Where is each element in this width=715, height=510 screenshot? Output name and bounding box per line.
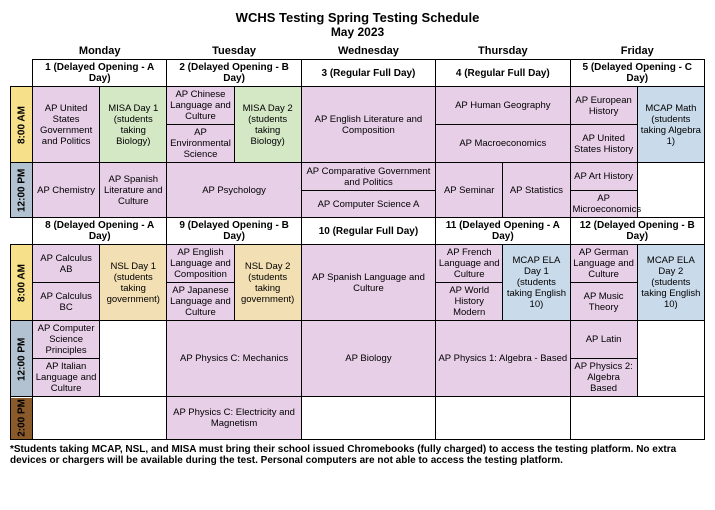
cell: AP World History Modern [436,283,503,321]
time-8am-w2: 8:00 AM [11,245,33,321]
w1-tue: 2 (Delayed Opening - B Day) [167,60,301,87]
cell: AP Physics 2: Algebra Based [570,359,637,397]
w1-thu: 4 (Regular Full Day) [436,60,570,87]
cell: AP Environmental Science [167,125,234,163]
cell: MCAP Math (students taking Algebra 1) [637,87,704,163]
day-mon: Monday [33,43,167,60]
cell: AP English Language and Composition [167,245,234,283]
cell: AP Physics C: Electricity and Magnetism [167,397,301,440]
cell: MCAP ELA Day 1 (students taking English … [503,245,570,321]
cell: MISA Day 1 (students taking Biology) [100,87,167,163]
cell: AP Human Geography [436,87,570,125]
cell: AP Calculus BC [33,283,100,321]
cell: MCAP ELA Day 2 (students taking English … [637,245,704,321]
time-8am-w1: 8:00 AM [11,87,33,163]
cell: AP Japanese Language and Culture [167,283,234,321]
cell: AP United States Government and Politics [33,87,100,163]
time-12pm-w2: 12:00 PM [11,321,33,397]
w2-wed: 10 (Regular Full Day) [301,218,435,245]
w2-thu: 11 (Delayed Opening - A Day) [436,218,570,245]
cell: AP Latin [570,321,637,359]
day-thu: Thursday [436,43,570,60]
w2-fri: 12 (Delayed Opening - B Day) [570,218,705,245]
page-title: WCHS Testing Spring Testing Schedule [10,10,705,25]
cell: NSL Day 2 (students taking government) [234,245,301,321]
time-12pm-w1: 12:00 PM [11,163,33,218]
cell: AP Spanish Language and Culture [301,245,435,321]
cell: AP Art History [570,163,637,191]
cell: AP English Literature and Composition [301,87,435,163]
cell: AP Psychology [167,163,301,218]
day-tue: Tuesday [167,43,301,60]
schedule-table: Monday Tuesday Wednesday Thursday Friday… [10,43,705,440]
cell: AP Physics C: Mechanics [167,321,301,397]
cell: AP Italian Language and Culture [33,359,100,397]
cell: AP Chemistry [33,163,100,218]
cell: AP Comparative Government and Politics [301,163,435,191]
w2-tue: 9 (Delayed Opening - B Day) [167,218,301,245]
cell: AP Spanish Literature and Culture [100,163,167,218]
cell: AP Seminar [436,163,503,218]
footnote: *Students taking MCAP, NSL, and MISA mus… [10,444,705,466]
cell: AP Calculus AB [33,245,100,283]
cell: AP Chinese Language and Culture [167,87,234,125]
cell: NSL Day 1 (students taking government) [100,245,167,321]
cell: AP Physics 1: Algebra - Based [436,321,570,397]
day-wed: Wednesday [301,43,435,60]
cell: MISA Day 2 (students taking Biology) [234,87,301,163]
w1-fri: 5 (Delayed Opening - C Day) [570,60,705,87]
time-2pm-w2: 2:00 PM [11,397,33,440]
cell: AP Macroeconomics [436,125,570,163]
cell: AP Statistics [503,163,570,218]
cell: AP Computer Science Principles [33,321,100,359]
day-fri: Friday [570,43,705,60]
cell: AP French Language and Culture [436,245,503,283]
w1-wed: 3 (Regular Full Day) [301,60,435,87]
page-subtitle: May 2023 [10,25,705,39]
cell: AP European History [570,87,637,125]
cell: AP Microeconomics [570,191,637,218]
cell: AP United States History [570,125,637,163]
cell: AP Biology [301,321,435,397]
w2-mon: 8 (Delayed Opening - A Day) [33,218,167,245]
cell: AP Music Theory [570,283,637,321]
cell: AP German Language and Culture [570,245,637,283]
cell: AP Computer Science A [301,191,435,218]
w1-mon: 1 (Delayed Opening - A Day) [33,60,167,87]
